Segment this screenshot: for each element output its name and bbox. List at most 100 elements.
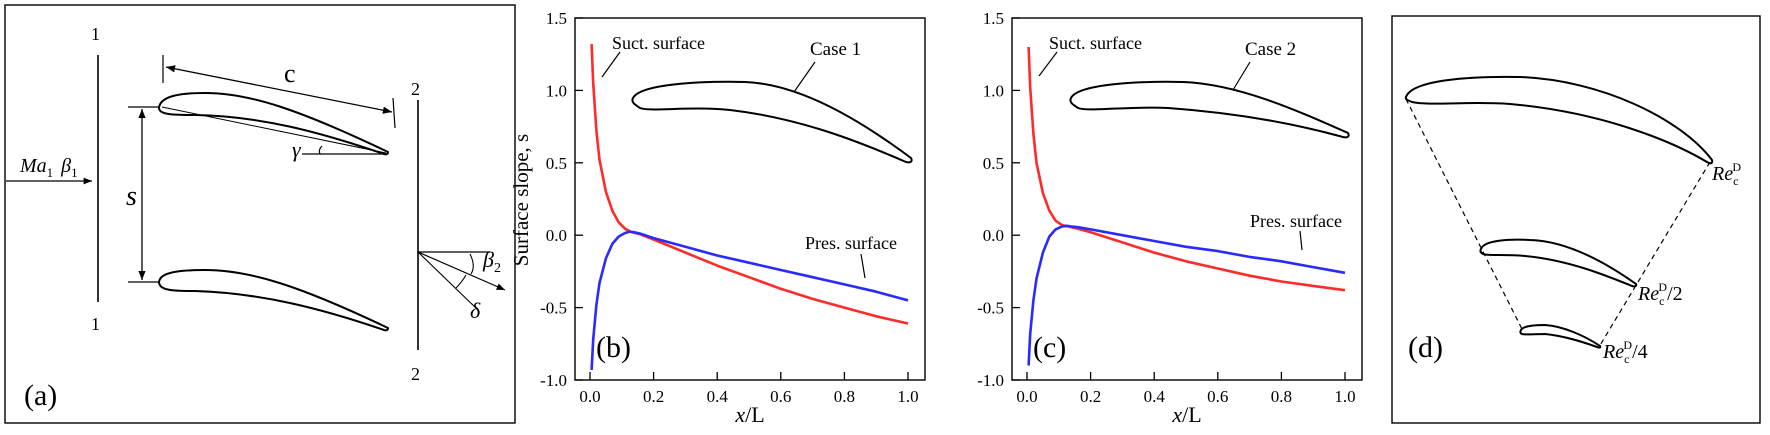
re-half-sup: D [1658, 280, 1667, 294]
chart-c-suction-leader [1038, 51, 1058, 77]
chart-b-series [590, 44, 909, 370]
chart-c-xlabel-rest: /L [1182, 402, 1202, 427]
re-quarter-sup: D [1623, 338, 1632, 352]
chart-b-xtick-label: 0.2 [643, 387, 664, 406]
chart-c-ticks: 0.0 0.2 0.4 0.6 0.8 1.0 -1.0 -0.5 0.0 0.5 1.0 1.5 [977, 9, 1356, 406]
chart-c-ytick-label: -1.0 [977, 371, 1004, 390]
chart-c-xtick-label: 0.2 [1080, 387, 1101, 406]
inlet-ma-sub: 1 [47, 165, 54, 180]
re-half-suffix: /2 [1667, 283, 1683, 305]
exit-beta-sub: 2 [494, 261, 501, 276]
chart-b-xtick-label: 0.0 [579, 387, 600, 406]
chart-c-pressure-label: Pres. surface [1250, 211, 1342, 231]
chart-b-ytick-label: 0.0 [546, 226, 567, 245]
re-quarter-label: RecD/4 [1602, 338, 1648, 366]
chart-c-xtick-label: 1.0 [1334, 387, 1355, 406]
chart-b-pressure-label: Pres. surface [805, 233, 897, 253]
panel-a-frame [4, 4, 516, 424]
inlet-beta: β [60, 155, 71, 177]
chart-b-xtick-label: 0.6 [770, 387, 791, 406]
re-quarter-re: Re [1602, 341, 1624, 363]
exit-metal-line [417, 251, 479, 311]
chart-b-series-suction [590, 44, 909, 325]
panel-a-label: (a) [24, 379, 57, 412]
station-1-bottom: 1 [91, 314, 100, 334]
chart-c-xtick-label: 0.6 [1207, 387, 1228, 406]
chart-b-frame [574, 17, 926, 381]
chart-b-ylabel: Surface slope, s [509, 134, 533, 266]
chart-c-ytick-label: 0.5 [983, 154, 1004, 173]
panel-d: RecD RecD/2 RecD/4 (d) [1391, 15, 1761, 424]
chart-c-suction-label: Suct. surface [1049, 33, 1142, 53]
chart-b-ytick-label: -0.5 [540, 299, 567, 318]
stagger-arc [318, 145, 323, 155]
chart-c-series-suction [1027, 46, 1346, 292]
exit-flow-arrow [417, 251, 506, 291]
chart-c-ytick-label: 1.5 [983, 9, 1004, 28]
chart-c-ytick-label: 0.0 [983, 226, 1004, 245]
blade-quarter-re [1519, 323, 1602, 349]
chart-b-xlabel-var: x [734, 402, 745, 427]
chord-line [161, 106, 387, 154]
chart-c-xtick-label: 0.8 [1271, 387, 1292, 406]
inlet-beta-sub: 1 [71, 165, 78, 180]
re-full-sub: c [1733, 174, 1738, 188]
chart-b-ytick-label: -1.0 [540, 371, 567, 390]
chart-b-ytick-label: 1.0 [546, 81, 567, 100]
blade-full-re [1404, 75, 1714, 165]
chart-c-ytick-label: -0.5 [977, 299, 1004, 318]
panel-d-label: (d) [1408, 331, 1443, 364]
chart-b-ytick-label: 1.5 [546, 9, 567, 28]
chart-c-frame [1011, 17, 1363, 381]
blade-upper [157, 91, 390, 156]
inlet-conditions: Ma1 β1 [19, 155, 78, 180]
case-1-label: Case 1 [810, 39, 861, 60]
exit-beta-arc [469, 253, 474, 275]
chart-b-ytick-label: 0.5 [546, 154, 567, 173]
exit-beta-label: β2 [482, 247, 501, 276]
chart-b-panel-label: (b) [596, 331, 631, 364]
chart-b-xlabel: x/L [734, 402, 764, 427]
chart-c-xtick-label: 0.0 [1016, 387, 1037, 406]
re-half-re: Re [1637, 283, 1659, 305]
chart-b: 0.0 0.2 0.4 0.6 0.8 1.0 -1.0 -0.5 0.0 0.5 1.0 1.5 C… [509, 9, 926, 427]
chart-c-ytick-label: 1.0 [983, 81, 1004, 100]
chart-b-series-pressure [590, 230, 909, 370]
chart-c-xlabel: x/L [1171, 402, 1201, 427]
panel-a: 1 1 2 2 c γ s Ma1 β1 β2 [4, 4, 516, 424]
chart-b-suction-label: Suct. surface [612, 33, 705, 53]
deviation-label: δ [470, 298, 481, 323]
chart-b-xtick-label: 0.8 [834, 387, 855, 406]
station-1-top: 1 [91, 24, 100, 44]
chart-c: 0.0 0.2 0.4 0.6 0.8 1.0 -1.0 -0.5 0.0 0.5 1.0 1.5 C… [977, 9, 1363, 427]
chart-c-xtick-label: 0.4 [1144, 387, 1166, 406]
chart-b-xlabel-rest: /L [745, 402, 765, 427]
re-full-label: RecD [1711, 160, 1741, 188]
re-half-label: RecD/2 [1637, 280, 1683, 308]
re-half-sub: c [1659, 294, 1664, 308]
re-quarter-suffix: /4 [1632, 341, 1648, 363]
case-2-airfoil [1069, 80, 1350, 139]
chart-c-xlabel-var: x [1171, 402, 1182, 427]
chart-b-ticks: 0.0 0.2 0.4 0.6 0.8 1.0 -1.0 -0.5 0.0 0.5 1.0 1.5 [540, 9, 919, 406]
chart-b-xtick-label: 0.4 [707, 387, 729, 406]
chart-c-pressure-leader [1299, 230, 1303, 251]
chord-arrow [165, 65, 393, 114]
blade-lower [157, 268, 390, 332]
re-quarter-sub: c [1624, 352, 1629, 366]
station-2-top: 2 [411, 79, 420, 99]
case-1-leader [793, 61, 816, 93]
re-full-sup: D [1732, 160, 1741, 174]
blade-half-re [1479, 238, 1638, 288]
chart-c-panel-label: (c) [1033, 331, 1066, 364]
chart-b-suction-leader [601, 51, 621, 78]
scale-line-trailing [1598, 161, 1711, 348]
chart-b-xtick-label: 1.0 [897, 387, 918, 406]
stagger-label: γ [292, 137, 302, 162]
re-full-re: Re [1711, 163, 1733, 185]
station-2-bottom: 2 [411, 364, 420, 384]
scale-line-leading [1405, 98, 1524, 332]
chord-tick-right [392, 97, 396, 129]
chord-label: c [284, 59, 296, 88]
